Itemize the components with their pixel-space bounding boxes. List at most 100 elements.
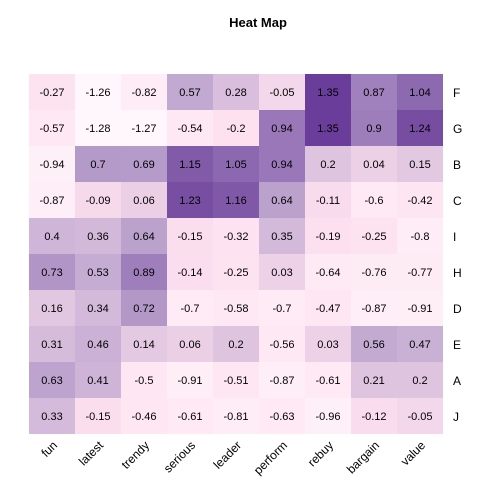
cell-value-label: 1.35 [317,123,338,135]
heatmap-cell-E-serious [167,326,213,362]
cell-value-label: 0.2 [228,339,243,351]
cell-value-label: -0.87 [361,303,386,315]
cell-value-label: 0.03 [271,267,292,279]
heatmap-cell-B-fun [29,146,75,182]
heatmap-cell-G-value [397,110,443,146]
cell-value-label: 0.2 [412,375,427,387]
cell-value-label: 0.06 [179,339,200,351]
cell-value-label: -0.87 [39,195,64,207]
cell-value-label: 1.16 [225,195,246,207]
heatmap-cell-E-trendy [121,326,167,362]
heatmap-cell-C-perform [259,182,305,218]
x-tick-label: latest [76,438,107,469]
heatmap-cell-B-rebuy [305,146,351,182]
heatmap-cell-A-trendy [121,362,167,398]
heatmap-cell-E-rebuy [305,326,351,362]
heatmap-cells [29,74,443,434]
cell-value-label: -1.28 [85,123,110,135]
heatmap-cell-B-bargain [351,146,397,182]
heatmap-cell-F-bargain [351,74,397,110]
x-tick-label: bargain [344,438,382,476]
heatmap-cell-I-latest [75,218,121,254]
y-axis-tick-labels: F G B C I H D E A J [453,86,462,424]
heatmap-cell-G-rebuy [305,110,351,146]
cell-value-label: 0.46 [87,339,108,351]
cell-value-label: -0.56 [269,339,294,351]
heatmap-cell-A-serious [167,362,213,398]
heatmap-cell-I-perform [259,218,305,254]
x-tick-label: serious [161,438,198,475]
heatmap-cell-H-fun [29,254,75,290]
heatmap-cell-B-perform [259,146,305,182]
cell-value-label: -0.12 [361,411,386,423]
cell-value-label: 0.41 [87,375,108,387]
heatmap-cell-I-fun [29,218,75,254]
cell-value-label: -0.94 [39,159,64,171]
cell-value-label: 0.47 [409,339,430,351]
cell-value-label: -0.6 [365,195,384,207]
cell-value-label: -0.64 [315,267,340,279]
y-tick-label: I [453,230,456,244]
heatmap-cell-D-serious [167,290,213,326]
y-tick-label: F [453,86,460,100]
heatmap-cell-D-perform [259,290,305,326]
cell-value-label: 0.64 [133,231,154,243]
cell-value-label: -0.25 [223,267,248,279]
cell-value-label: 0.53 [87,267,108,279]
heatmap-cell-C-fun [29,182,75,218]
cell-value-label: 0.63 [41,375,62,387]
cell-value-label: -0.54 [177,123,202,135]
y-tick-label: H [453,266,462,280]
cell-value-label: -0.14 [177,267,202,279]
cell-value-label: -1.26 [85,87,110,99]
heatmap-cell-D-leader [213,290,259,326]
chart-title: Heat Map [229,15,287,30]
y-tick-label: G [453,122,462,136]
heatmap-cell-H-latest [75,254,121,290]
heatmap-cell-F-fun [29,74,75,110]
cell-value-label: 0.34 [87,303,108,315]
heatmap-cell-F-trendy [121,74,167,110]
cell-value-label: 0.33 [41,411,62,423]
cell-value-label: 0.72 [133,303,154,315]
heatmap-cell-J-trendy [121,398,167,434]
cell-value-label: 1.05 [225,159,246,171]
cell-value-label: 1.24 [409,123,430,135]
heatmap-cell-A-perform [259,362,305,398]
cell-value-label: 1.15 [179,159,200,171]
heatmap-cell-J-serious [167,398,213,434]
cell-value-label: -0.91 [177,375,202,387]
cell-value-label: 0.21 [363,375,384,387]
cell-value-label: 0.15 [409,159,430,171]
y-tick-label: A [453,374,461,388]
heatmap-cell-labels: -0.27 -1.26 -0.82 0.57 0.28 -0.05 1.35 0.87 1.04… [39,87,432,423]
x-tick-label: perform [251,438,290,477]
heatmap-cell-D-latest [75,290,121,326]
cell-value-label: -0.15 [177,231,202,243]
cell-value-label: 0.03 [317,339,338,351]
heatmap-cell-J-value [397,398,443,434]
heatmap-cell-I-bargain [351,218,397,254]
heatmap-cell-J-perform [259,398,305,434]
heatmap-cell-H-trendy [121,254,167,290]
heatmap-cell-E-bargain [351,326,397,362]
cell-value-label: 0.4 [44,231,59,243]
heatmap-cell-D-fun [29,290,75,326]
heatmap-cell-J-rebuy [305,398,351,434]
heatmap-cell-G-perform [259,110,305,146]
y-tick-label: J [453,410,459,424]
heatmap-cell-H-rebuy [305,254,351,290]
heatmap-cell-G-leader [213,110,259,146]
heatmap-cell-H-perform [259,254,305,290]
heatmap-cell-H-leader [213,254,259,290]
cell-value-label: 0.87 [363,87,384,99]
cell-value-label: -0.2 [227,123,246,135]
cell-value-label: 0.7 [90,159,105,171]
cell-value-label: -0.09 [85,195,110,207]
heatmap-cell-A-fun [29,362,75,398]
cell-value-label: 0.36 [87,231,108,243]
cell-value-label: -0.05 [269,87,294,99]
heatmap-cell-A-latest [75,362,121,398]
y-tick-label: C [453,194,462,208]
